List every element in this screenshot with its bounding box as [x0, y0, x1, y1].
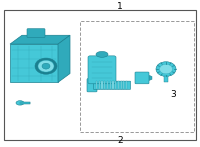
Bar — [101, 81, 103, 89]
FancyBboxPatch shape — [135, 72, 149, 84]
Polygon shape — [58, 35, 70, 82]
Ellipse shape — [42, 63, 50, 69]
Ellipse shape — [156, 62, 176, 76]
Bar — [80, 21, 194, 132]
Polygon shape — [10, 44, 58, 82]
Bar — [112, 81, 114, 89]
Bar — [115, 81, 116, 89]
FancyBboxPatch shape — [87, 79, 97, 92]
Bar — [4, 10, 196, 140]
Bar — [110, 81, 111, 89]
Polygon shape — [148, 75, 152, 81]
Bar — [99, 81, 100, 89]
FancyBboxPatch shape — [88, 56, 116, 84]
FancyBboxPatch shape — [27, 29, 45, 37]
Text: 1: 1 — [117, 2, 123, 11]
Text: 3: 3 — [170, 90, 176, 99]
Bar — [96, 81, 97, 89]
Ellipse shape — [160, 64, 172, 74]
FancyBboxPatch shape — [93, 81, 131, 89]
Ellipse shape — [38, 60, 54, 72]
Polygon shape — [10, 35, 70, 44]
Bar — [107, 81, 108, 89]
Text: 2: 2 — [117, 136, 123, 145]
Bar — [126, 81, 127, 89]
Bar — [118, 81, 119, 89]
Bar — [104, 81, 105, 89]
Ellipse shape — [96, 51, 108, 57]
Bar — [123, 81, 124, 89]
Bar — [121, 81, 122, 89]
Ellipse shape — [16, 101, 24, 105]
Ellipse shape — [35, 58, 57, 74]
Bar — [20, 102, 30, 104]
Bar — [164, 76, 168, 82]
